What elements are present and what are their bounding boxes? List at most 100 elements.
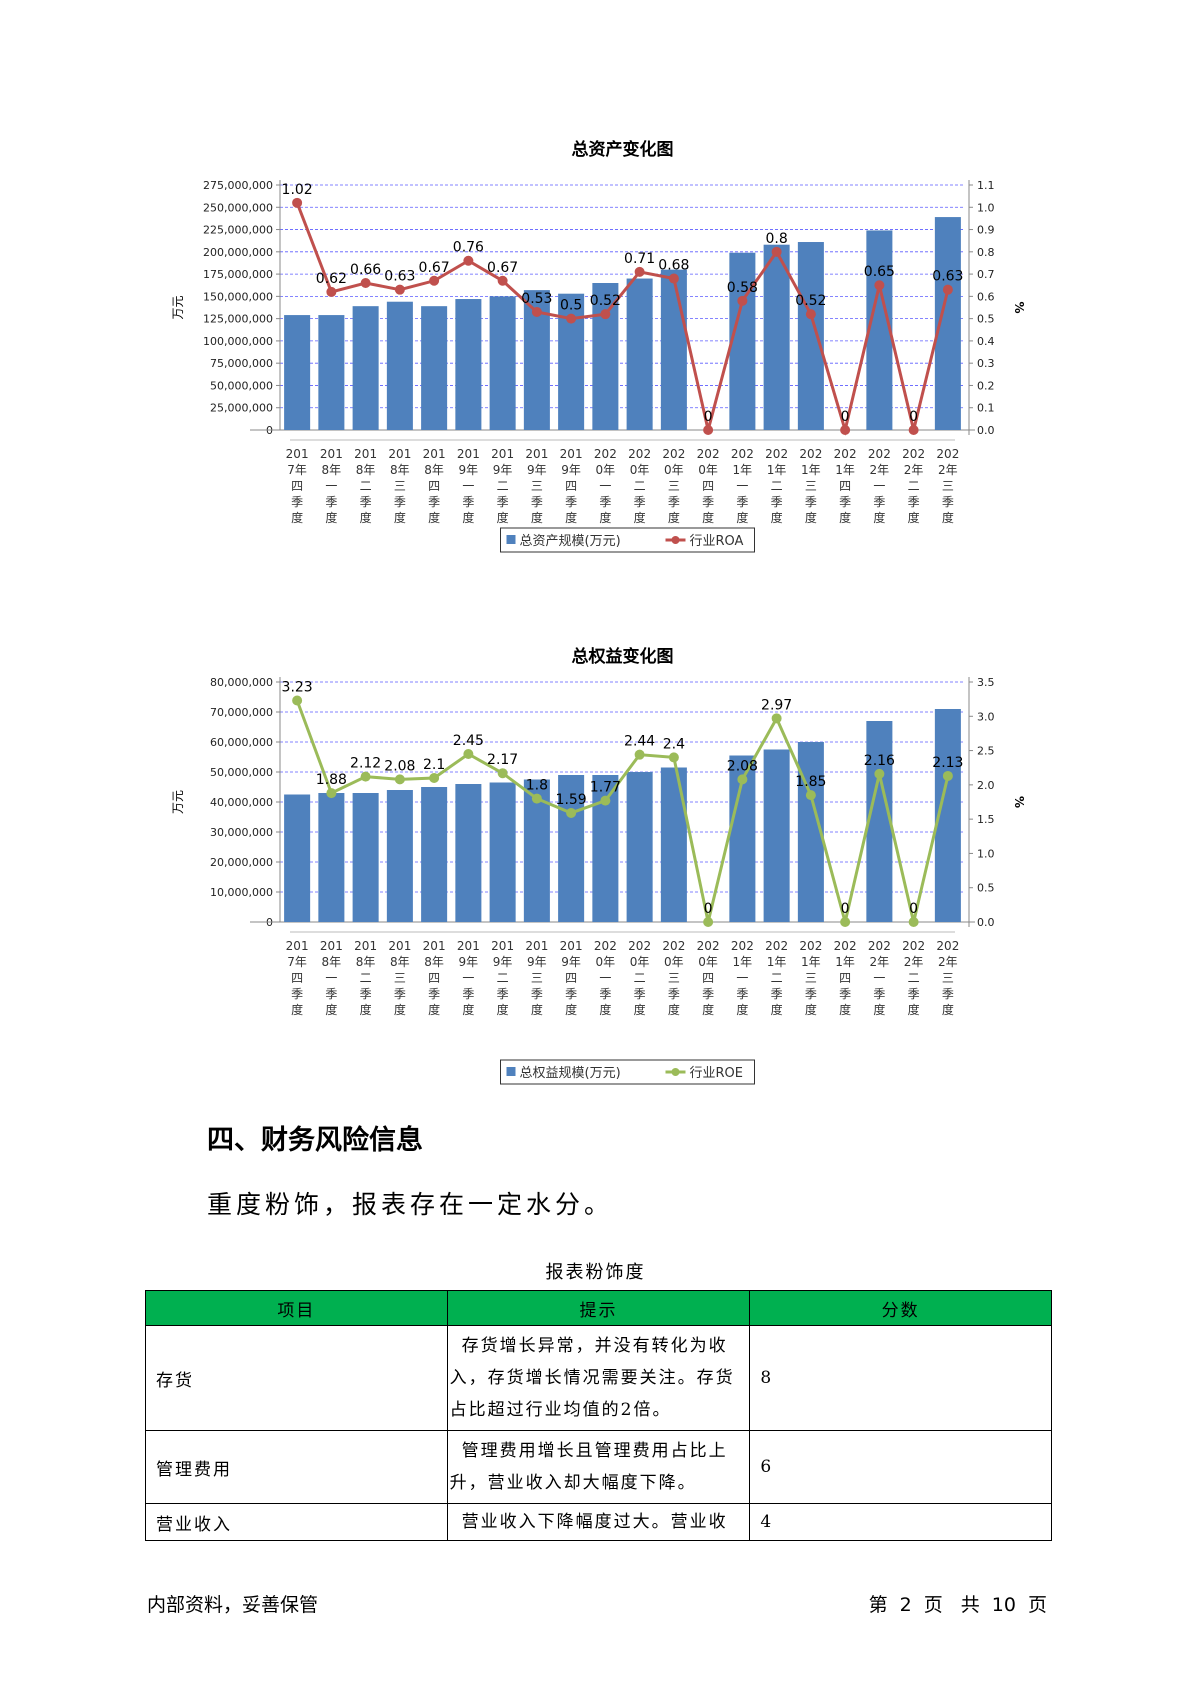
- line-point: [634, 749, 645, 760]
- data-label: 0: [704, 409, 713, 425]
- table-row: 存货 存货增长异常，并没有转化为收入，存货增长情况需要关注。存货占比超过行业均值…: [145, 1325, 1052, 1431]
- data-label: 0.53: [521, 291, 552, 307]
- y-left-tick-label: 250,000,000: [203, 201, 273, 214]
- row-tip: 存货增长异常，并没有转化为收入，存货增长情况需要关注。存货占比超过行业均值的2倍…: [446, 1325, 751, 1431]
- data-label: 2.45: [453, 733, 484, 749]
- row-item: 营业收入: [145, 1503, 448, 1541]
- x-tick-label: 202 0年三季度: [662, 447, 685, 525]
- y-right-tick-label: 0.9: [977, 224, 995, 237]
- line-point: [360, 771, 371, 782]
- line-point: [326, 286, 337, 297]
- data-label: 0: [841, 409, 850, 425]
- y-right-tick-label: 2.5: [977, 745, 995, 758]
- bar: [352, 793, 379, 922]
- x-tick-label: 201 8年三季度: [388, 447, 411, 525]
- x-tick-label: 202 2年一季度: [868, 939, 891, 1017]
- line-point: [566, 807, 577, 818]
- line-point: [771, 246, 782, 257]
- x-tick-label: 202 2年二季度: [902, 939, 925, 1017]
- data-label: 2.13: [932, 755, 963, 771]
- line-point: [874, 280, 885, 291]
- data-label: 0.52: [795, 293, 826, 309]
- x-tick-label: 202 0年一季度: [594, 939, 617, 1017]
- x-tick-label: 202 0年四季度: [697, 447, 720, 525]
- legend-line-label: 行业ROE: [690, 1066, 743, 1081]
- data-label: 1.8: [526, 778, 548, 794]
- bar: [763, 244, 790, 430]
- x-tick-label: 201 9年二季度: [491, 447, 514, 525]
- bar: [352, 306, 379, 430]
- x-tick-label: 202 1年四季度: [834, 447, 857, 525]
- page-total: 10: [991, 1594, 1016, 1616]
- bar: [866, 230, 893, 430]
- y-left-tick-label: 10,000,000: [210, 886, 273, 899]
- x-tick-label: 202 1年三季度: [799, 447, 822, 525]
- line-point: [326, 788, 337, 799]
- x-tick-label: 202 0年一季度: [594, 447, 617, 525]
- y-right-tick-label: 1.1: [977, 179, 995, 192]
- table-row: 营业收入 营业收入下降幅度过大。营业收 4: [145, 1503, 1052, 1541]
- data-label: 2.97: [761, 697, 792, 713]
- line-point: [531, 306, 542, 317]
- y-right-tick-label: 2.0: [977, 779, 995, 792]
- x-tick-label: 202 1年一季度: [731, 447, 754, 525]
- x-tick-label: 202 1年二季度: [765, 939, 788, 1017]
- chart-svg: 总资产变化图 0 25,000,000 50,000,000 75,000,000 100…: [171, 139, 1026, 553]
- line-point: [497, 768, 508, 779]
- x-tick-label: 201 9年一季度: [457, 447, 480, 525]
- y-right-tick-label: 0.2: [977, 379, 995, 392]
- y-left-tick-label: 80,000,000: [210, 676, 273, 689]
- y-left-tick-label: 50,000,000: [210, 766, 273, 779]
- chart-title: 总权益变化图: [572, 646, 674, 667]
- x-tick-label: 202 2年二季度: [902, 447, 925, 525]
- bar: [386, 301, 413, 430]
- legend-line-label: 行业ROA: [690, 534, 744, 549]
- bar: [455, 784, 482, 922]
- section-heading: 四、财务风险信息: [207, 1125, 423, 1156]
- y-right-tick-label: 0.6: [977, 290, 995, 303]
- header-score: 分数: [749, 1290, 1052, 1326]
- line-point: [703, 917, 714, 927]
- y-left-tick-label: 125,000,000: [203, 313, 273, 326]
- y-right-tick-label: 0.5: [977, 882, 995, 895]
- y-right-tick-label: 1.5: [977, 813, 995, 826]
- data-label: 1.77: [590, 780, 621, 796]
- row-score: 4: [749, 1503, 1052, 1541]
- legend-bar-label: 总资产规模(万元): [520, 534, 621, 549]
- chart-title: 总资产变化图: [572, 139, 674, 160]
- data-label: 2.08: [727, 758, 758, 774]
- table-header-row: 项目 提示 分数: [145, 1290, 1052, 1326]
- data-label: 0.67: [419, 260, 450, 276]
- data-label: 2.08: [384, 758, 415, 774]
- x-tick-label: 201 9年二季度: [491, 939, 514, 1017]
- data-label: 2.16: [864, 753, 895, 769]
- x-tick-label: 201 9年三季度: [525, 939, 548, 1017]
- data-label: 2.44: [624, 734, 655, 750]
- total-assets-chart: 总资产变化图 0 25,000,000 50,000,000 75,000,000 100…: [170, 125, 1070, 560]
- y-left-tick-label: 75,000,000: [210, 357, 273, 370]
- data-label: 0.76: [453, 240, 484, 256]
- y-right-tick-label: 3.0: [977, 710, 995, 723]
- bar: [284, 315, 311, 430]
- line-point: [394, 774, 405, 785]
- row-tip: 营业收入下降幅度过大。营业收: [446, 1503, 751, 1541]
- data-label: 0.52: [590, 293, 621, 309]
- bar: [455, 299, 482, 430]
- line-point: [942, 770, 953, 781]
- data-label: 0.65: [864, 264, 895, 280]
- y-right-tick-label: 1.0: [977, 847, 995, 860]
- line-point: [737, 774, 748, 785]
- y-left-axis-label: 万元: [171, 295, 185, 319]
- x-tick-label: 202 0年三季度: [662, 939, 685, 1017]
- line-point: [840, 425, 851, 435]
- line-point: [668, 273, 679, 284]
- line-point: [634, 266, 645, 277]
- data-label: 0.63: [384, 269, 415, 285]
- x-tick-label: 201 7年四季度: [286, 447, 309, 525]
- y-left-tick-label: 50,000,000: [210, 379, 273, 392]
- data-label: 0.63: [932, 269, 963, 285]
- bar: [626, 278, 653, 430]
- y-right-tick-label: 0.1: [977, 402, 995, 415]
- data-label: 0.71: [624, 251, 655, 267]
- x-tick-label: 201 8年四季度: [423, 447, 446, 525]
